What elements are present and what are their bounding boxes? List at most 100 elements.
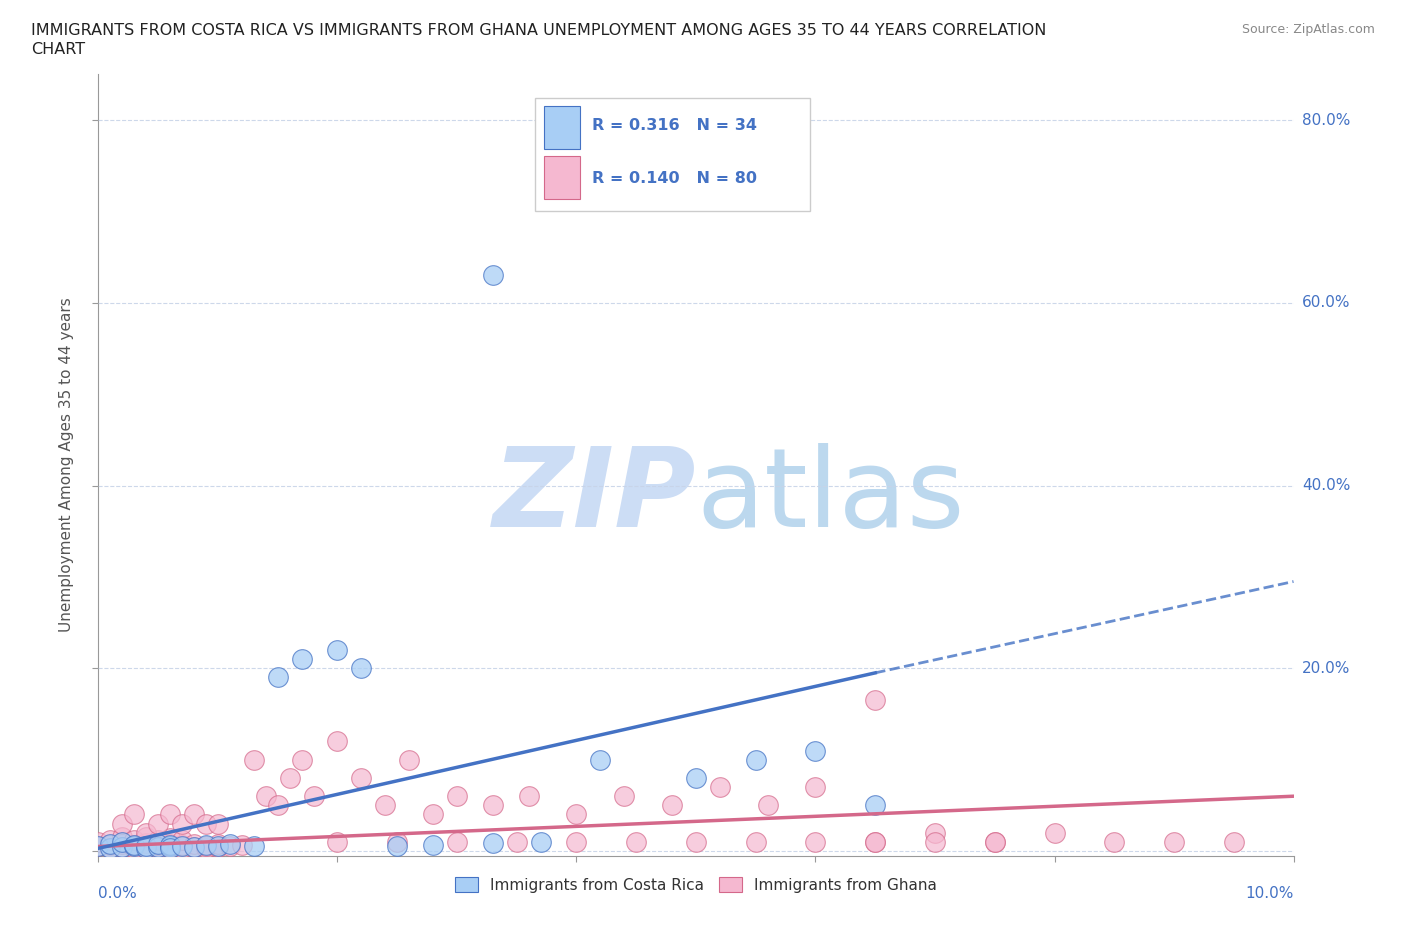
Legend: Immigrants from Costa Rica, Immigrants from Ghana: Immigrants from Costa Rica, Immigrants f… [449, 870, 943, 898]
Point [183, 840, 205, 855]
Point [148, 817, 170, 831]
Point [482, 798, 505, 813]
Point [291, 752, 314, 767]
Point [159, 836, 181, 851]
Point [124, 841, 146, 856]
Point [111, 840, 134, 855]
Point [172, 841, 194, 856]
Point [159, 841, 181, 856]
Point [613, 789, 636, 804]
Text: 10.0%: 10.0% [1246, 886, 1294, 901]
Point [207, 836, 229, 851]
Point [589, 752, 612, 767]
Point [865, 693, 887, 708]
Point [172, 837, 194, 852]
Point [98, 832, 122, 847]
Point [124, 837, 146, 852]
Point [804, 779, 827, 794]
Point [254, 789, 277, 804]
Point [398, 752, 420, 767]
Y-axis label: Unemployment Among Ages 35 to 44 years: Unemployment Among Ages 35 to 44 years [59, 298, 75, 632]
Point [219, 836, 242, 851]
Point [865, 834, 887, 849]
Point [135, 838, 157, 853]
Point [135, 835, 157, 850]
Point [350, 770, 373, 785]
Text: ZIP: ZIP [492, 443, 696, 550]
Point [159, 830, 181, 845]
Point [195, 841, 218, 856]
Point [111, 840, 134, 855]
Point [207, 839, 229, 854]
FancyBboxPatch shape [544, 156, 581, 199]
Point [1163, 834, 1185, 849]
Point [195, 838, 218, 853]
Point [626, 834, 648, 849]
Text: CHART: CHART [31, 42, 84, 57]
Point [195, 817, 218, 831]
Point [124, 832, 146, 847]
Point [148, 841, 170, 856]
Point [446, 789, 468, 804]
Point [207, 840, 229, 855]
Point [135, 830, 157, 844]
Point [159, 837, 181, 852]
Point [98, 836, 122, 851]
Point [1223, 834, 1246, 849]
Point [172, 832, 194, 847]
Point [195, 837, 218, 852]
Text: R = 0.316   N = 34: R = 0.316 N = 34 [592, 118, 756, 134]
Point [243, 838, 266, 853]
Text: 0.0%: 0.0% [98, 886, 138, 901]
Text: Source: ZipAtlas.com: Source: ZipAtlas.com [1241, 23, 1375, 36]
Point [865, 834, 887, 849]
Point [87, 839, 110, 854]
Point [87, 834, 110, 849]
Point [709, 779, 731, 794]
Point [278, 770, 301, 785]
Point [374, 798, 396, 813]
Point [385, 839, 409, 854]
Point [530, 834, 553, 849]
Point [756, 798, 779, 813]
Point [506, 834, 529, 849]
Point [124, 839, 146, 854]
Point [135, 841, 157, 856]
Point [804, 834, 827, 849]
Point [446, 834, 468, 849]
Point [745, 752, 768, 767]
Point [302, 789, 325, 804]
Point [350, 661, 373, 676]
Point [565, 834, 588, 849]
Point [111, 830, 134, 844]
Point [159, 839, 181, 854]
Point [124, 837, 146, 852]
Point [111, 817, 134, 831]
Point [804, 743, 827, 758]
Point [135, 840, 157, 855]
Point [159, 807, 181, 822]
Point [111, 834, 134, 849]
Point [1043, 825, 1066, 840]
Point [517, 789, 540, 804]
Point [135, 825, 157, 840]
Text: 20.0%: 20.0% [1302, 661, 1350, 676]
Point [219, 839, 242, 854]
Point [172, 838, 194, 853]
FancyBboxPatch shape [534, 98, 810, 211]
Point [148, 836, 170, 851]
Point [984, 834, 1007, 849]
Point [745, 834, 768, 849]
Point [183, 840, 205, 855]
Point [148, 837, 170, 852]
Point [267, 798, 290, 813]
Point [1104, 834, 1126, 849]
Point [291, 652, 314, 667]
Point [159, 840, 181, 855]
Point [111, 836, 134, 851]
Point [482, 835, 505, 850]
Point [148, 840, 170, 855]
Point [98, 837, 122, 852]
Point [422, 807, 444, 822]
Text: IMMIGRANTS FROM COSTA RICA VS IMMIGRANTS FROM GHANA UNEMPLOYMENT AMONG AGES 35 T: IMMIGRANTS FROM COSTA RICA VS IMMIGRANTS… [31, 23, 1046, 38]
